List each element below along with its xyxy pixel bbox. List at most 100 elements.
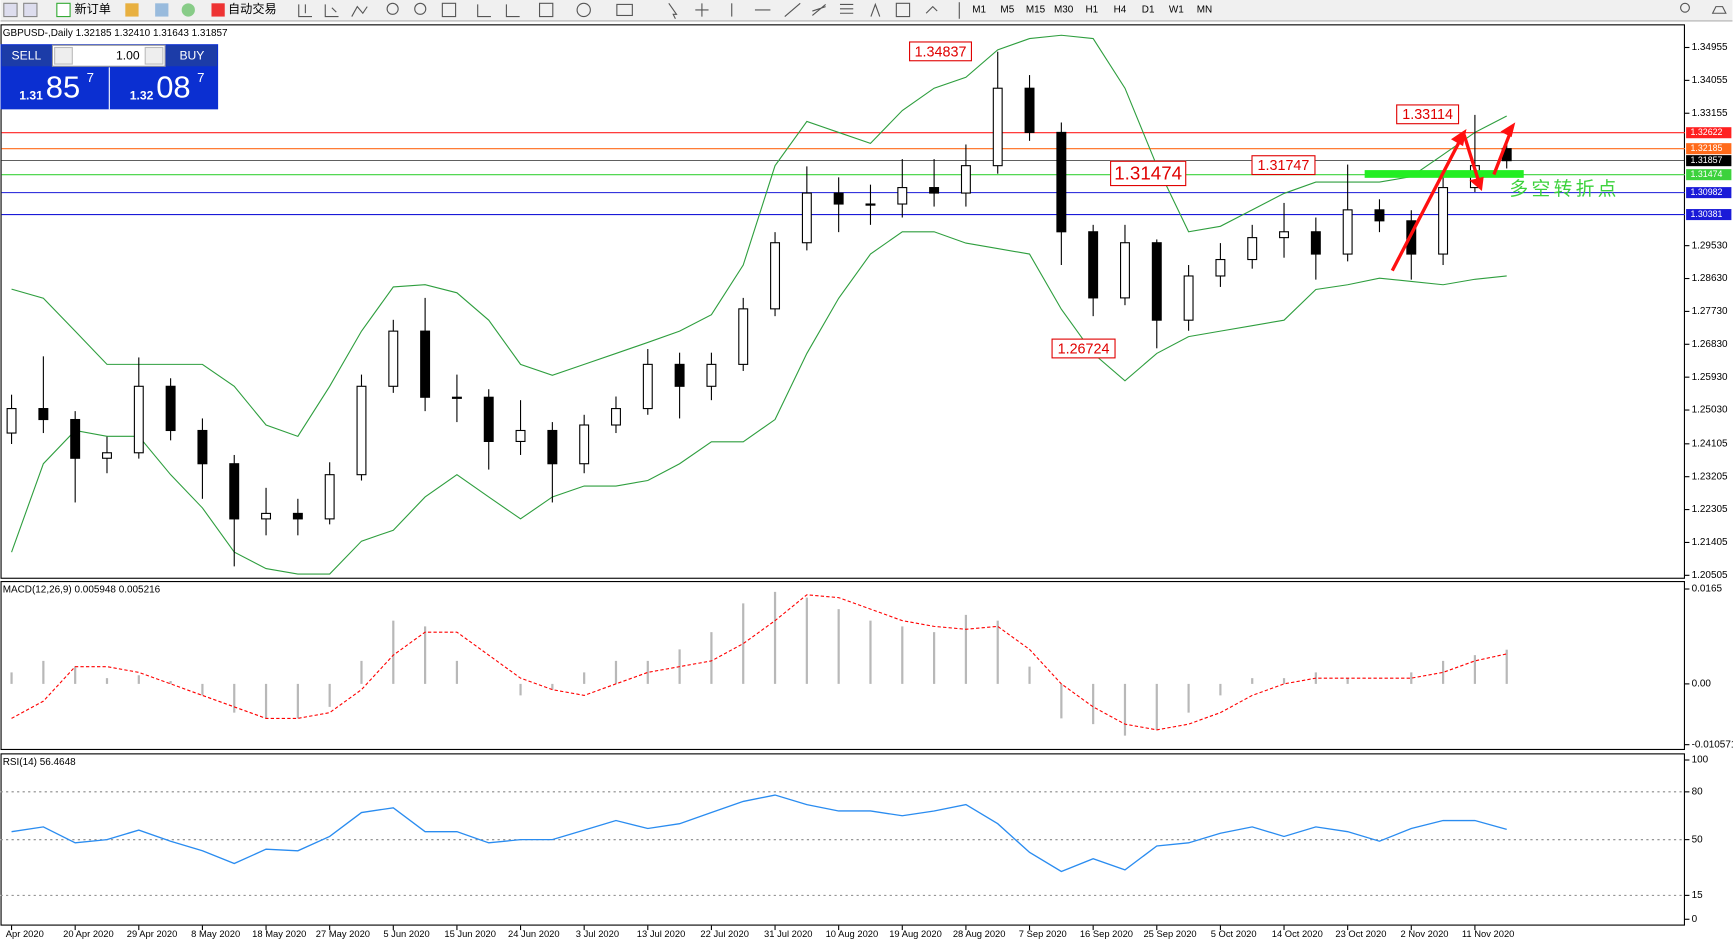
candle-body (579, 424, 590, 465)
macd-title: MACD(12,26,9) 0.005948 0.005216 (3, 584, 161, 595)
candle-body (483, 396, 494, 443)
y-tick-label: 0 (1692, 914, 1698, 925)
macd-panel (0, 581, 1685, 751)
sell-button[interactable] (1, 45, 52, 67)
candle-body (1120, 242, 1130, 299)
annotation: 1.31747 (1258, 158, 1310, 174)
price-label-bg (1686, 155, 1732, 167)
candle-body (38, 408, 49, 421)
candle-body (770, 242, 781, 310)
candle-body (1183, 275, 1194, 321)
candle-body (642, 363, 653, 410)
candle-body (1151, 242, 1162, 321)
candle-body (1279, 231, 1290, 239)
price-label: 1.30381 (1691, 209, 1723, 219)
timeframe[interactable]: M15 (1026, 5, 1046, 16)
sell-label[interactable]: SELL (12, 49, 42, 63)
candle-body (292, 512, 303, 520)
tool-icons (298, 2, 1727, 20)
toolbar (0, 0, 1733, 21)
auto-trading[interactable]: 自动交易 (228, 1, 277, 16)
buy-prefix: 1.32 (130, 88, 154, 102)
x-tick-label: 24 Jun 2020 (508, 929, 560, 939)
candle-body (833, 192, 844, 205)
y-tick-label: 1.34055 (1692, 75, 1728, 86)
rsi-line (11, 794, 1507, 873)
annotation: 1.33114 (1402, 107, 1453, 123)
tool-icon[interactable] (181, 3, 195, 17)
annotation-box (1110, 160, 1187, 187)
new-order-icon[interactable] (56, 2, 71, 18)
timeframe[interactable]: D1 (1142, 5, 1155, 16)
x-tick-label: 8 May 2020 (191, 929, 240, 939)
price-label: 1.32185 (1691, 143, 1723, 153)
chart-title: GBPUSD-,Daily 1.32185 1.32410 1.31643 1.… (3, 28, 228, 39)
candle-body (165, 385, 176, 432)
y-tick-label: 15 (1692, 890, 1704, 901)
lots-down[interactable] (54, 46, 73, 65)
candle-body (1247, 237, 1258, 261)
x-tick-label: 3 Jul 2020 (576, 929, 619, 939)
x-tick-label: 15 Jun 2020 (444, 929, 496, 939)
candle-body (324, 474, 335, 520)
candle-body (1310, 231, 1321, 255)
buy-label[interactable]: BUY (179, 49, 204, 63)
price-label-bg (1686, 143, 1732, 155)
price-panel (0, 24, 1685, 579)
buy-button[interactable] (166, 45, 218, 67)
x-tick-label: 16 Sep 2020 (1080, 929, 1133, 939)
y-tick-label: 0.00 (1692, 679, 1712, 690)
timeframe[interactable]: MN (1197, 5, 1212, 16)
y-tick-label: 1.23205 (1692, 471, 1728, 482)
y-tick-label: 1.22305 (1692, 504, 1728, 515)
lots-value[interactable]: 1.00 (116, 49, 140, 63)
y-tick-label: 1.25930 (1692, 372, 1728, 383)
timeframe[interactable]: M5 (1000, 5, 1014, 16)
annotation: 1.26724 (1058, 341, 1110, 357)
x-tick-label: 27 May 2020 (316, 929, 370, 939)
candle-body (420, 330, 431, 398)
y-tick-label: 1.28630 (1692, 273, 1728, 284)
candle-body (674, 363, 685, 387)
tool-icon[interactable] (23, 2, 38, 18)
auto-trading-icon[interactable] (211, 3, 225, 17)
candle-body (6, 408, 17, 434)
trade-panel: SELL 1.00 BUY 1.31 85 7 1.32 08 7 (0, 44, 219, 110)
timeframe[interactable]: W1 (1169, 5, 1184, 16)
lots-input[interactable] (51, 44, 166, 67)
candle-body (1024, 87, 1035, 133)
x-tick-label: 14 Oct 2020 (1272, 929, 1323, 939)
y-tick-label: 1.29530 (1692, 240, 1728, 251)
y-tick-label: 1.24105 (1692, 438, 1728, 449)
price-label-bg (1686, 209, 1732, 221)
annotation-box (1051, 338, 1116, 359)
tool-icon[interactable] (3, 2, 18, 18)
trend-arrows (1390, 122, 1516, 272)
candle-body (865, 203, 876, 206)
x-tick-label: 29 Apr 2020 (127, 929, 178, 939)
annotation-box (1251, 155, 1316, 176)
y-tick-label: 1.25030 (1692, 405, 1728, 416)
candle-body (388, 330, 399, 387)
annotation-box (909, 41, 972, 62)
annotation: 1.34837 (915, 44, 967, 60)
y-tick-label: 1.26830 (1692, 339, 1728, 350)
tool-icon[interactable] (125, 3, 139, 17)
candle-body (197, 429, 208, 465)
timeframe[interactable]: H4 (1114, 5, 1127, 16)
y-tick-label: 1.21405 (1692, 537, 1728, 548)
macd-signal (11, 594, 1507, 731)
candle-body (992, 87, 1003, 167)
candle-body (1215, 258, 1226, 277)
tool-icon[interactable] (155, 3, 169, 17)
new-order[interactable]: 新订单 (75, 1, 111, 16)
y-tick-label: 1.33155 (1692, 108, 1728, 119)
timeframe[interactable]: M30 (1054, 5, 1074, 16)
x-tick-label: Apr 2020 (6, 929, 44, 939)
timeframe[interactable]: M1 (972, 5, 986, 16)
timeframe[interactable]: H1 (1085, 5, 1098, 16)
lots-up[interactable] (144, 46, 164, 65)
y-tick-label: -0.010571 (1692, 739, 1733, 750)
